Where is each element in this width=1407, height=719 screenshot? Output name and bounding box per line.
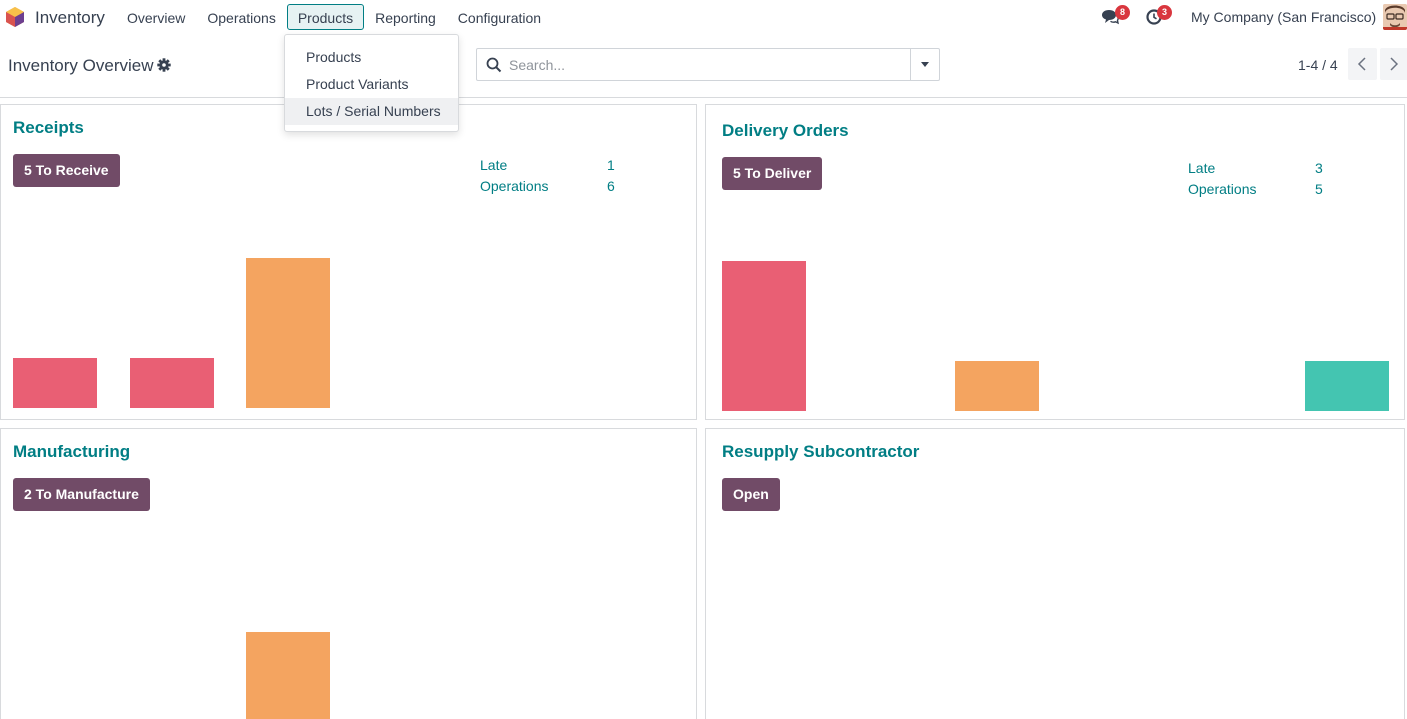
gear-icon[interactable]	[157, 58, 171, 72]
activities-badge: 3	[1157, 5, 1172, 20]
top-navbar: Inventory Overview Operations Products R…	[0, 0, 1407, 35]
dropdown-item-products[interactable]: Products	[306, 49, 362, 65]
card-title[interactable]: Resupply Subcontractor	[722, 442, 920, 461]
pager-previous-button[interactable]	[1348, 48, 1377, 80]
graph-bar-late[interactable]	[722, 261, 806, 411]
menu-reporting[interactable]: Reporting	[375, 10, 436, 26]
card-stats: Late 3 Operations 5	[1188, 158, 1328, 200]
avatar-face-icon	[1383, 4, 1407, 30]
menu-overview[interactable]: Overview	[127, 10, 186, 26]
card-stats: Late 1 Operations 6	[480, 155, 620, 197]
dropdown-item-product-variants[interactable]: Product Variants	[306, 76, 409, 92]
receipts-card: Receipts 5 To Receive Late 1 Operations …	[0, 104, 697, 420]
products-dropdown-menu: Products Product Variants Lots / Serial …	[284, 34, 459, 132]
caret-down-icon	[921, 62, 929, 67]
search-input[interactable]	[509, 54, 899, 76]
to-deliver-button[interactable]: 5 To Deliver	[722, 157, 823, 190]
resupply-subcontractor-card: Resupply Subcontractor Open	[705, 428, 1405, 719]
search-icon	[486, 57, 502, 73]
menu-products[interactable]: Products	[286, 4, 365, 30]
open-button[interactable]: Open	[722, 478, 780, 511]
operations-graph[interactable]	[13, 582, 685, 719]
to-manufacture-button[interactable]: 2 To Manufacture	[13, 478, 150, 511]
company-switcher[interactable]: My Company (San Francisco)	[1191, 9, 1377, 25]
card-title[interactable]: Receipts	[13, 118, 84, 137]
manufacturing-card: Manufacturing 2 To Manufacture	[0, 428, 697, 719]
card-title[interactable]: Delivery Orders	[722, 121, 849, 140]
inventory-app-icon[interactable]	[4, 6, 26, 28]
app-name[interactable]: Inventory	[35, 8, 105, 27]
chevron-right-icon	[1390, 57, 1399, 71]
stat-operations[interactable]: Operations 6	[480, 176, 620, 197]
graph-bar-future[interactable]	[955, 361, 1039, 411]
search-bar	[476, 48, 940, 81]
stat-value: 5	[1315, 181, 1323, 197]
delivery-orders-card: Delivery Orders 5 To Deliver Late 3 Oper…	[705, 104, 1405, 420]
stat-value: 6	[607, 178, 615, 194]
menu-operations[interactable]: Operations	[207, 10, 276, 26]
chevron-left-icon	[1357, 57, 1366, 71]
operations-graph[interactable]	[13, 258, 685, 408]
pager-value[interactable]: 1-4 / 4	[1298, 57, 1338, 73]
stat-value: 1	[607, 157, 615, 173]
user-avatar[interactable]	[1383, 4, 1407, 30]
pager-next-button[interactable]	[1380, 48, 1407, 80]
search-options-toggle[interactable]	[910, 49, 939, 80]
card-title[interactable]: Manufacturing	[13, 442, 131, 461]
stat-label: Late	[480, 157, 508, 173]
breadcrumb: Inventory Overview	[8, 56, 154, 75]
control-panel: Inventory Overview 1-4 / 4	[0, 35, 1407, 98]
graph-bar-ready[interactable]	[1304, 361, 1389, 411]
stat-label: Late	[1188, 160, 1216, 176]
stat-late[interactable]: Late 1	[480, 155, 620, 176]
main-menu: Overview Operations Products Reporting C…	[116, 4, 552, 30]
dropdown-item-lots-serial-numbers[interactable]: Lots / Serial Numbers	[285, 98, 458, 125]
to-receive-button[interactable]: 5 To Receive	[13, 154, 120, 187]
graph-bar-future[interactable]	[246, 632, 330, 719]
menu-configuration[interactable]: Configuration	[457, 10, 542, 26]
graph-bar-future[interactable]	[246, 258, 330, 408]
graph-bar-late[interactable]	[13, 358, 97, 408]
messages-badge: 8	[1115, 5, 1130, 20]
graph-bar-late[interactable]	[129, 358, 214, 408]
stat-label: Operations	[1188, 181, 1257, 197]
stat-value: 3	[1315, 160, 1323, 176]
operations-graph[interactable]	[722, 261, 1394, 411]
stat-label: Operations	[480, 178, 549, 194]
stat-operations[interactable]: Operations 5	[1188, 179, 1328, 200]
stat-late[interactable]: Late 3	[1188, 158, 1328, 179]
